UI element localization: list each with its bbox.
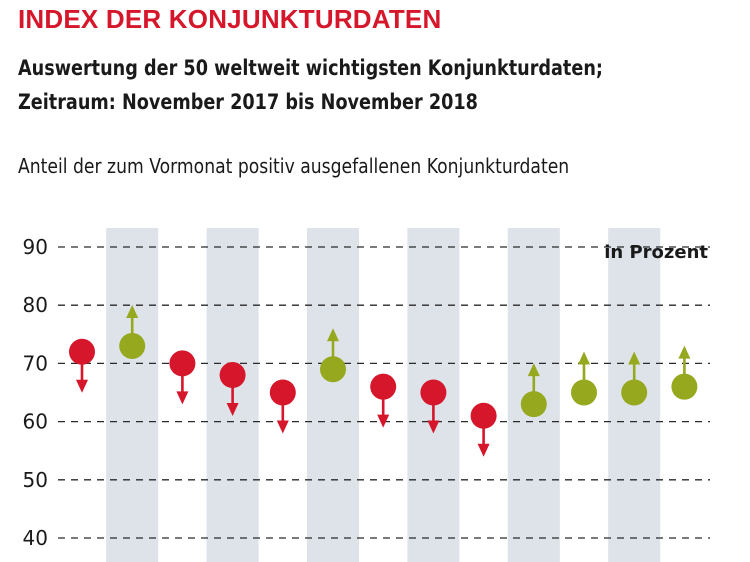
column-bands: [106, 228, 661, 562]
data-point: [69, 338, 95, 393]
marker-down: [420, 379, 447, 406]
marker-down: [269, 379, 296, 406]
chart-subtitle-line1: Auswertung der 50 weltweit wichtigsten K…: [18, 56, 603, 80]
data-point: [621, 351, 648, 406]
marker-up: [520, 391, 547, 418]
down-arrow-icon: [477, 443, 490, 457]
column-band: [106, 228, 159, 562]
marker-up: [320, 356, 346, 383]
marker-up: [671, 373, 698, 400]
data-point: [119, 304, 146, 359]
y-tick-label: 60: [23, 410, 48, 434]
y-tick-labels: 90 80 70 60 50 40: [23, 235, 48, 550]
chart-title: INDEX DER KONJUNKTURDATEN: [18, 4, 442, 34]
up-arrow-icon: [678, 345, 691, 359]
data-point: [320, 328, 346, 383]
column-band: [307, 228, 359, 562]
marker-down: [219, 362, 246, 389]
down-arrow-icon: [226, 403, 239, 417]
marker-up: [621, 379, 648, 406]
y-tick-label: 90: [23, 235, 48, 259]
marker-down: [470, 402, 497, 429]
marker-up: [119, 332, 146, 359]
data-point: [420, 379, 447, 434]
data-point: [219, 362, 246, 417]
down-arrow-icon: [276, 420, 289, 434]
y-tick-label: 70: [23, 351, 48, 375]
data-point: [269, 379, 296, 434]
marker-down: [370, 373, 397, 400]
down-arrow-icon: [427, 420, 440, 434]
data-point: [470, 402, 497, 457]
up-arrow-icon: [327, 328, 339, 342]
down-arrow-icon: [377, 414, 390, 428]
down-arrow-icon: [176, 391, 189, 405]
data-point: [671, 345, 698, 400]
marker-down: [169, 350, 196, 377]
unit-label: in Prozent: [604, 242, 708, 263]
up-arrow-icon: [527, 363, 540, 377]
y-tick-label: 80: [23, 293, 48, 317]
data-markers: [69, 304, 698, 457]
up-arrow-icon: [578, 351, 590, 365]
data-point: [520, 363, 547, 418]
up-arrow-icon: [628, 351, 641, 365]
plot-title: Anteil der zum Vormonat positiv ausgefal…: [18, 154, 570, 178]
y-tick-label: 50: [23, 468, 48, 492]
marker-up: [571, 379, 597, 406]
down-arrow-icon: [76, 379, 88, 393]
data-point: [169, 350, 196, 405]
marker-down: [69, 338, 95, 365]
data-point: [370, 373, 397, 428]
up-arrow-icon: [126, 304, 139, 318]
data-point: [571, 351, 597, 406]
y-tick-label: 40: [23, 526, 48, 550]
chart-subtitle-line2: Zeitraum: November 2017 bis November 201…: [18, 90, 478, 114]
